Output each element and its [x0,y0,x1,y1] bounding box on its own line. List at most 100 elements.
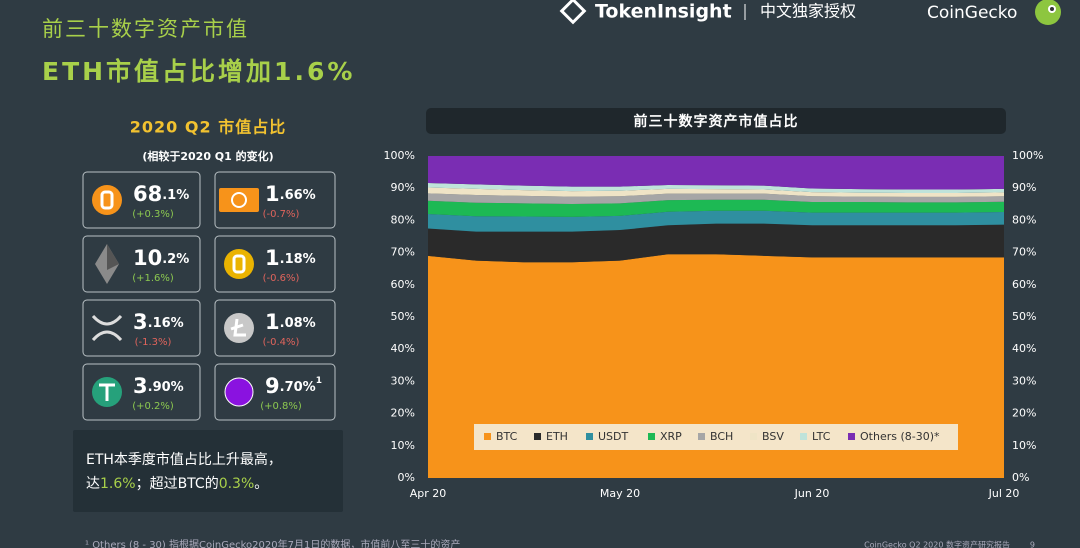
value-minor: .08% [280,316,316,331]
y-tick-label: 100% [384,149,415,162]
y2-tick-label: 70% [1012,246,1036,259]
license: 中文独家授权 [760,2,856,21]
legend-label: USDT [598,430,629,443]
token-logo [559,0,587,25]
card-frame [82,299,201,357]
icon [107,244,119,270]
card-change: (+0.2%) [132,401,174,412]
note-mark: 1 [316,376,322,386]
y-tick-label: 20% [391,407,415,420]
card-frame [214,171,336,229]
value-major: 9 [265,374,280,398]
card: 9.70%1 (+0.8%) [214,363,336,421]
value-major: 1 [265,182,280,206]
y-tick-label: 80% [391,213,415,226]
card-change: (-0.6%) [263,273,300,284]
card-change: (-1.3%) [135,337,172,348]
x-tick-label: Jun 20 [794,487,830,500]
legend-box [474,424,958,450]
note-text: ；超过BTC的 [136,476,219,492]
value-major: 1 [265,246,280,270]
icon [91,314,123,342]
icon [100,190,114,210]
legend-label: ETH [546,430,568,443]
summary-title: 2020 Q2 市值占比 [130,118,286,137]
note-text: 。 [254,476,268,492]
card-value: 1.66% [265,182,316,206]
card-value: 10.2% [133,246,189,270]
card-value: 1.18% [265,246,316,270]
y-tick-label: 30% [391,374,415,387]
legend-label: BSV [762,430,784,443]
value-major: 3 [133,310,148,334]
x-tick-label: Apr 20 [410,487,447,500]
note-text: ETH本季度市值占比上升最高， [86,451,282,468]
area [428,183,1004,194]
legend-swatch [800,433,807,440]
card-frame [214,363,336,421]
icon [230,318,246,337]
value-minor: .18% [280,252,316,267]
page-number: 9 [1030,541,1035,548]
card-value: 1.08% [265,310,316,334]
page-title: 前三十数字资产市值 [42,17,249,41]
card-change: (+0.8%) [260,401,302,412]
card-frame [214,299,336,357]
chart-title: 前三十数字资产市值占比 [634,113,799,130]
value-minor: .70% [280,380,316,395]
y-tick-label: 70% [391,246,415,259]
note-highlight: 1.6% [100,476,136,492]
legend-swatch [534,433,541,440]
x-tick-label: May 20 [600,487,640,500]
footnote: ¹ Others (8 - 30) 指根据CoinGecko2020年7月1日的… [85,538,460,548]
value-minor: .2% [162,252,189,267]
icon [232,254,246,274]
partner: CoinGecko [927,3,1017,23]
area [428,210,1004,232]
y2-tick-label: 10% [1012,439,1036,452]
legend-label: BCH [710,430,733,443]
card-change: (-0.7%) [263,209,300,220]
gecko-logo [1035,0,1061,25]
value-minor: .66% [280,188,316,203]
card: 68.1% (+0.3%) [82,171,201,229]
y2-tick-label: 30% [1012,374,1036,387]
y-tick-label: 90% [391,181,415,194]
y-tick-label: 0% [398,471,415,484]
value-major: 3 [133,374,148,398]
area [428,156,1004,190]
area [428,254,1004,478]
card-frame [82,235,201,293]
note-line: ETH本季度市值占比上升最高， [86,451,282,468]
legend-swatch [484,433,491,440]
icon [224,313,254,343]
y2-tick-label: 80% [1012,213,1036,226]
y2-tick-label: 20% [1012,407,1036,420]
card-value: 68.1% [133,182,189,206]
legend-label: LTC [812,430,831,443]
value-major: 1 [265,310,280,334]
card-value: 9.70%1 [265,374,322,398]
value-minor: .90% [148,380,184,395]
legend-swatch [750,433,757,440]
y2-tick-label: 50% [1012,310,1036,323]
brand: TokenInsight [595,1,732,23]
summary-subtitle: (相较于2020 Q1 的变化) [142,149,273,163]
area [428,187,1004,197]
y2-tick-label: 90% [1012,181,1036,194]
area [428,199,1004,217]
area [428,193,1004,204]
chart-title-bar [426,108,1006,134]
value-minor: .16% [148,316,184,331]
card-change: (-0.4%) [263,337,300,348]
icon [224,377,254,407]
legend-swatch [698,433,705,440]
card-frame [214,235,336,293]
note-line: 达1.6%；超过BTC的0.3%。 [86,476,268,492]
y-tick-label: 40% [391,342,415,355]
legend-swatch [848,433,855,440]
legend-label: BTC [496,430,518,443]
card: 10.2% (+1.6%) [82,235,201,293]
value-major: 10 [133,246,162,270]
